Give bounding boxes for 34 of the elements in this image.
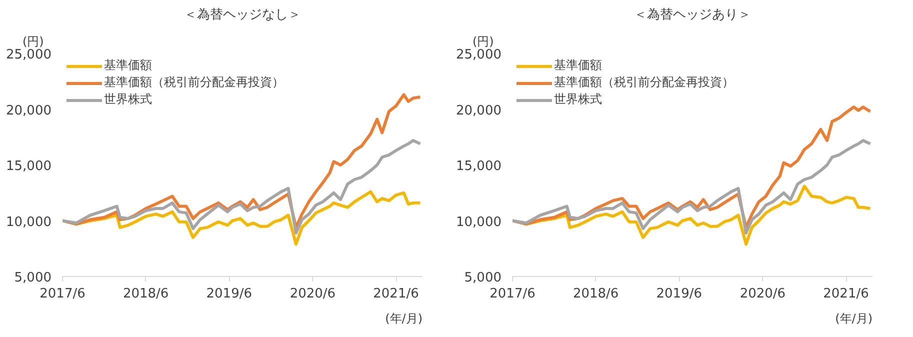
chart-title: ＜為替ヘッジあり＞ bbox=[634, 8, 751, 22]
y-tick-label: 25,000 bbox=[6, 48, 52, 62]
line-series bbox=[512, 138, 872, 235]
y-tick-label: 25,000 bbox=[456, 48, 502, 62]
x-axis-title: (年/月) bbox=[385, 312, 422, 326]
x-tick-label: 2018/6 bbox=[122, 286, 169, 302]
y-tick-label: 15,000 bbox=[456, 159, 502, 174]
x-axis-title: (年/月) bbox=[835, 312, 872, 326]
legend-label: 基準価額 bbox=[104, 57, 152, 74]
chart-title: ＜為替ヘッジなし＞ bbox=[184, 8, 301, 22]
y-tick-label: 5,000 bbox=[464, 270, 502, 286]
legend-label: 基準価額（税引前分配金再投資） bbox=[554, 74, 734, 91]
x-tick-label: 2021/6 bbox=[823, 286, 869, 302]
x-tick-label: 2018/6 bbox=[572, 286, 619, 302]
x-tick-label: 2021/6 bbox=[373, 286, 419, 302]
legend-label: 世界株式 bbox=[104, 91, 152, 108]
x-tick-label: 2019/6 bbox=[656, 286, 702, 302]
x-tick-label: 2019/6 bbox=[206, 286, 252, 302]
y-tick-label: 10,000 bbox=[6, 214, 52, 230]
x-tick-label: 2020/6 bbox=[740, 286, 786, 302]
y-axis-title: (円) bbox=[22, 34, 44, 48]
x-tick-label: 2020/6 bbox=[290, 286, 336, 302]
y-tick-label: 10,000 bbox=[456, 214, 502, 230]
y-axis-title: (円) bbox=[472, 34, 494, 48]
y-tick-label: 5,000 bbox=[14, 270, 52, 286]
legend-label: 世界株式 bbox=[554, 91, 602, 108]
x-tick-label: 2017/6 bbox=[40, 286, 86, 302]
x-tick-label: 2017/6 bbox=[490, 286, 536, 302]
y-tick-label: 20,000 bbox=[456, 103, 502, 118]
y-tick-label: 15,000 bbox=[6, 159, 52, 174]
legend-label: 基準価額（税引前分配金再投資） bbox=[104, 74, 284, 91]
legend-label: 基準価額 bbox=[554, 57, 602, 74]
y-tick-label: 20,000 bbox=[6, 103, 52, 118]
line-series bbox=[62, 138, 422, 235]
